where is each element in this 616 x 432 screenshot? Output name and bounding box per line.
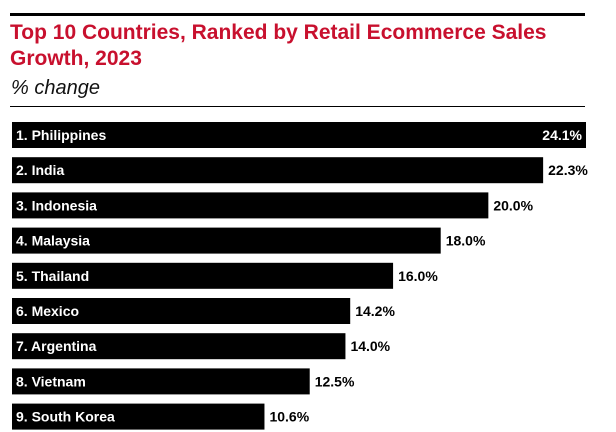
bar-group: 6. Mexico 14.2% <box>12 298 395 324</box>
category-label: 9. South Korea <box>16 409 115 425</box>
value-label: 20.0% <box>493 197 533 213</box>
subtitle-rule <box>10 106 585 107</box>
value-label: 18.0% <box>446 233 486 249</box>
bar-group: 4. Malaysia 18.0% <box>12 227 486 254</box>
bar-group: 9. South Korea 10.6% <box>12 403 310 430</box>
category-label: 7. Argentina <box>16 338 97 354</box>
top-rule <box>10 13 585 16</box>
value-label: 10.6% <box>269 409 309 425</box>
value-label: 12.5% <box>315 373 355 389</box>
value-label: 14.0% <box>350 338 390 354</box>
category-label: 2. India <box>16 162 64 178</box>
bar <box>12 368 310 395</box>
bar <box>12 227 441 254</box>
category-label: 8. Vietnam <box>16 373 86 389</box>
value-label: 14.2% <box>355 303 395 319</box>
bar <box>12 157 544 184</box>
category-label: 3. Indonesia <box>16 197 97 213</box>
category-label: 5. Thailand <box>16 268 89 284</box>
bar-group: 7. Argentina 14.0% <box>12 333 391 360</box>
value-label: 22.3% <box>548 162 588 178</box>
bar <box>12 298 351 324</box>
bar-group: 3. Indonesia 20.0% <box>12 192 534 219</box>
bar-group: 5. Thailand 16.0% <box>12 262 438 289</box>
category-label: 6. Mexico <box>16 303 79 319</box>
category-label: 1. Philippines <box>16 127 106 143</box>
chart-subtitle: % change <box>11 77 100 99</box>
bar <box>12 192 489 219</box>
bar <box>12 262 394 289</box>
value-label: 24.1% <box>542 127 582 143</box>
category-label: 4. Malaysia <box>16 233 90 249</box>
chart-title: Top 10 Countries, Ranked by Retail Ecomm… <box>10 21 547 70</box>
bar-group: 1. Philippines 24.1% <box>12 122 586 148</box>
bar <box>12 403 265 430</box>
bar <box>12 122 586 148</box>
value-label: 16.0% <box>398 268 438 284</box>
bar-group: 2. India 22.3% <box>12 157 588 184</box>
bar <box>12 333 346 360</box>
bar-group: 8. Vietnam 12.5% <box>12 368 355 395</box>
